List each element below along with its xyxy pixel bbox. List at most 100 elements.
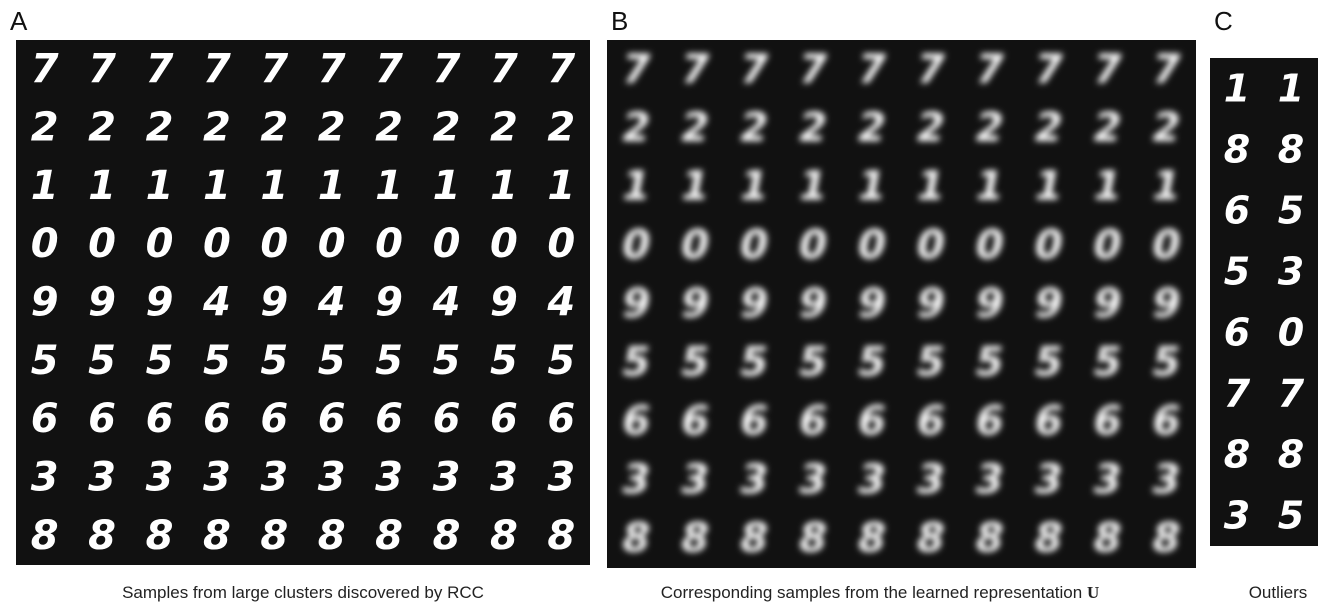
digit: 6	[1224, 311, 1250, 355]
digit: 8	[31, 513, 59, 559]
digit: 3	[1278, 250, 1304, 294]
digit: 0	[799, 222, 827, 268]
digit: 6	[681, 398, 709, 444]
digit: 7	[858, 46, 886, 92]
digit: 0	[1278, 311, 1304, 355]
digit: 5	[976, 340, 1004, 386]
digit: 2	[547, 105, 575, 151]
digit: 3	[917, 457, 945, 503]
digit: 5	[799, 340, 827, 386]
digit: 0	[31, 221, 59, 267]
digit: 5	[490, 338, 518, 384]
digit: 2	[146, 105, 174, 151]
caption-text: Samples from large clusters discovered b…	[122, 583, 484, 602]
digit: 6	[375, 396, 403, 442]
digit: 1	[623, 164, 651, 210]
digit: 3	[260, 455, 288, 501]
digit: 7	[623, 46, 651, 92]
digit: 0	[490, 221, 518, 267]
digit: 6	[799, 398, 827, 444]
digit: 4	[202, 280, 231, 326]
digit: 8	[1278, 433, 1304, 477]
digit: 1	[375, 163, 403, 209]
digit: 5	[1094, 340, 1122, 386]
digit: 8	[1153, 516, 1181, 562]
digit: 3	[31, 455, 59, 501]
digit: 2	[1035, 105, 1063, 151]
digit: 5	[1278, 189, 1304, 233]
digit: 3	[976, 457, 1004, 503]
digit: 3	[1153, 457, 1181, 503]
digit: 7	[547, 46, 575, 92]
digit: 3	[1035, 457, 1063, 503]
digit: 5	[375, 338, 403, 384]
digit: 6	[146, 396, 174, 442]
digit: 4	[432, 280, 461, 326]
digit: 7	[1094, 46, 1122, 92]
caption-symbol: U	[1087, 583, 1099, 602]
digit: 2	[976, 105, 1004, 151]
digit: 2	[681, 105, 709, 151]
caption-text: Outliers	[1249, 583, 1308, 602]
caption-text: Corresponding samples from the learned r…	[661, 583, 1087, 602]
digit: 5	[858, 340, 886, 386]
digit: 1	[976, 164, 1004, 210]
digit: 0	[1094, 222, 1122, 268]
digit: 6	[31, 396, 59, 442]
digit: 9	[799, 281, 827, 327]
digit: 7	[31, 46, 59, 92]
digit: 2	[203, 105, 231, 151]
digit: 6	[1153, 398, 1181, 444]
digit: 2	[1153, 105, 1181, 151]
digit: 8	[1224, 433, 1250, 477]
digit: 8	[1278, 128, 1304, 172]
digit: 7	[146, 46, 174, 92]
digit: 3	[203, 455, 231, 501]
digit: 6	[490, 396, 518, 442]
digit: 6	[1224, 189, 1250, 233]
digit: 3	[146, 455, 174, 501]
figure: A777777777722222222221111111111000000000…	[0, 0, 1341, 606]
digit: 5	[623, 340, 651, 386]
digit: 1	[1278, 67, 1304, 111]
digit: 0	[88, 221, 116, 267]
digit: 8	[203, 513, 231, 559]
digit: 8	[799, 516, 827, 562]
digit: 8	[917, 516, 945, 562]
digit: 1	[799, 164, 827, 210]
digit: 2	[260, 105, 288, 151]
digit: 3	[1224, 494, 1250, 538]
digit: 2	[433, 105, 461, 151]
digit: 2	[31, 105, 59, 151]
digit: 3	[375, 455, 403, 501]
digit: 7	[1153, 46, 1181, 92]
digit: 8	[976, 516, 1004, 562]
digit: 8	[146, 513, 174, 559]
digit: 6	[740, 398, 768, 444]
digit: 7	[203, 46, 231, 92]
digit: 1	[1094, 164, 1122, 210]
digit: 4	[546, 280, 575, 326]
digit: 7	[1224, 372, 1251, 416]
digit: 0	[1153, 222, 1181, 268]
digit: 2	[917, 105, 945, 151]
digit: 8	[623, 516, 651, 562]
digit: 2	[799, 105, 827, 151]
digit: 9	[1153, 281, 1181, 327]
digit: 1	[31, 163, 59, 209]
digit: 5	[1035, 340, 1063, 386]
digit: 5	[433, 338, 461, 384]
digit: 3	[681, 457, 709, 503]
digit: 3	[740, 457, 768, 503]
digit: 9	[858, 281, 886, 327]
digit: 1	[917, 164, 945, 210]
digit: 7	[681, 46, 709, 92]
digit: 7	[490, 46, 518, 92]
digit: 5	[88, 338, 116, 384]
digit: 3	[433, 455, 461, 501]
digit: 7	[318, 46, 346, 92]
digit: 6	[858, 398, 886, 444]
digit: 8	[547, 513, 575, 559]
digit: 9	[681, 281, 709, 327]
digit: 8	[1035, 516, 1063, 562]
